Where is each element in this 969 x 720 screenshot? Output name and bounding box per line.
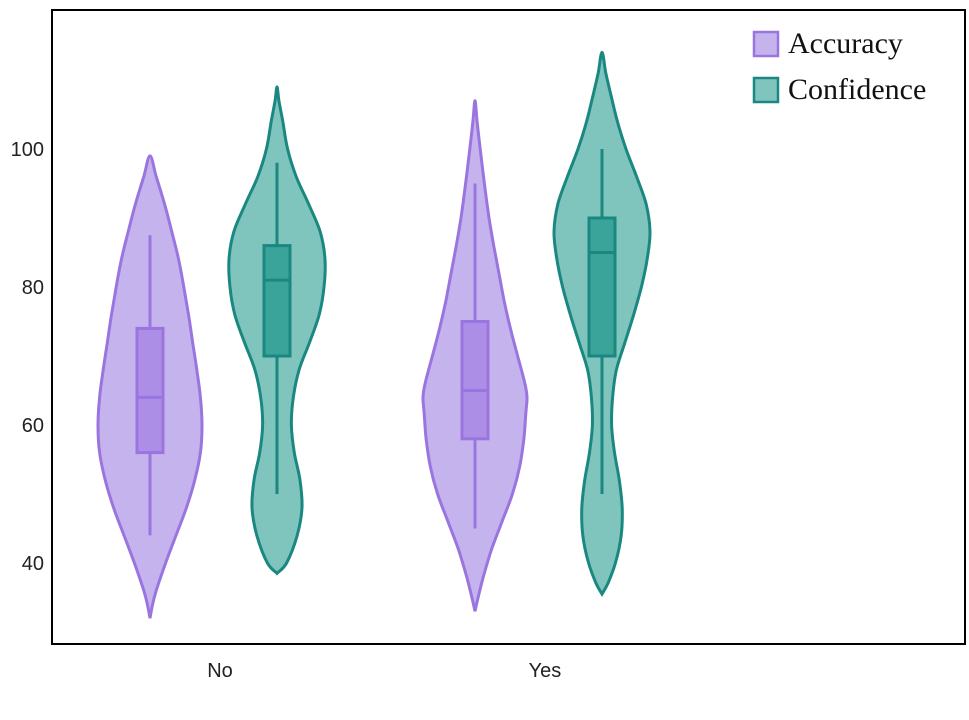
box-accuracy-no xyxy=(135,326,165,455)
box-accuracy-yes xyxy=(460,320,490,441)
box-confidence-yes xyxy=(587,216,617,358)
y-tick-label-40: 40 xyxy=(22,553,44,575)
violin-group-confidence-yes xyxy=(552,50,652,597)
y-tick-label-100: 100 xyxy=(11,139,44,161)
violin-group-accuracy-yes xyxy=(421,99,529,612)
x-tick-label-yes: Yes xyxy=(529,660,562,682)
violin-group-confidence-no xyxy=(227,85,327,576)
x-axis: No Yes xyxy=(207,660,561,682)
legend-label-confidence: Confidence xyxy=(788,73,926,106)
legend-label-accuracy: Accuracy xyxy=(788,27,903,60)
legend: Accuracy Confidence xyxy=(752,27,926,106)
y-tick-label-80: 80 xyxy=(22,277,44,299)
legend-swatch-confidence xyxy=(752,76,780,104)
violin-group-accuracy-no xyxy=(96,154,204,619)
y-axis: 40 60 80 100 xyxy=(11,139,44,575)
violin-layer xyxy=(96,50,652,619)
y-tick-label-60: 60 xyxy=(22,415,44,437)
legend-swatch-accuracy xyxy=(752,30,780,58)
x-tick-label-no: No xyxy=(207,660,233,682)
box-confidence-no xyxy=(262,244,292,358)
